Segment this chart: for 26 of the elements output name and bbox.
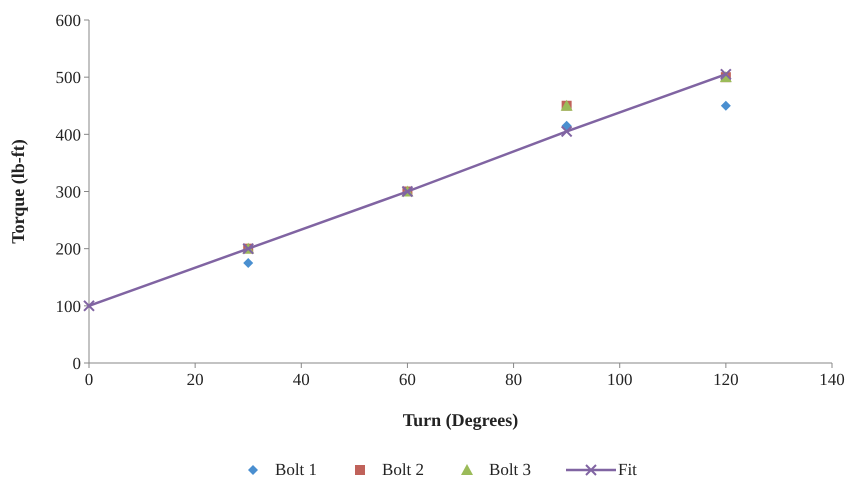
x-tick-label: 40 [292, 370, 310, 389]
y-tick-label: 300 [56, 182, 81, 202]
x-tick-label: 0 [84, 370, 94, 389]
y-axis-title: Torque (lb-ft) [8, 139, 28, 244]
x-tick-label: 120 [713, 370, 739, 389]
legend-label: Fit [618, 460, 638, 479]
legend-label: Bolt 2 [382, 460, 424, 479]
point [83, 300, 95, 312]
x-tick-label: 20 [186, 370, 204, 389]
x-tick-label: 80 [505, 370, 522, 389]
point [243, 258, 254, 268]
y-tick-label: 500 [56, 68, 81, 88]
point [720, 68, 732, 80]
legend-label: Bolt 3 [489, 460, 532, 479]
legend-label: Bolt 1 [275, 460, 318, 479]
x-axis-title: Turn (Degrees) [402, 410, 518, 430]
x-tick-label: 100 [606, 370, 632, 389]
y-tick-label: 200 [56, 240, 81, 259]
x-tick-label: 140 [819, 370, 845, 389]
y-tick-label: 600 [56, 10, 81, 30]
y-tick-label: 100 [56, 296, 81, 316]
y-tick-label: 400 [56, 125, 81, 144]
point [720, 100, 731, 111]
x-tick-label: 60 [398, 370, 416, 389]
point [560, 125, 573, 138]
y-tick-label: 0 [72, 354, 81, 373]
